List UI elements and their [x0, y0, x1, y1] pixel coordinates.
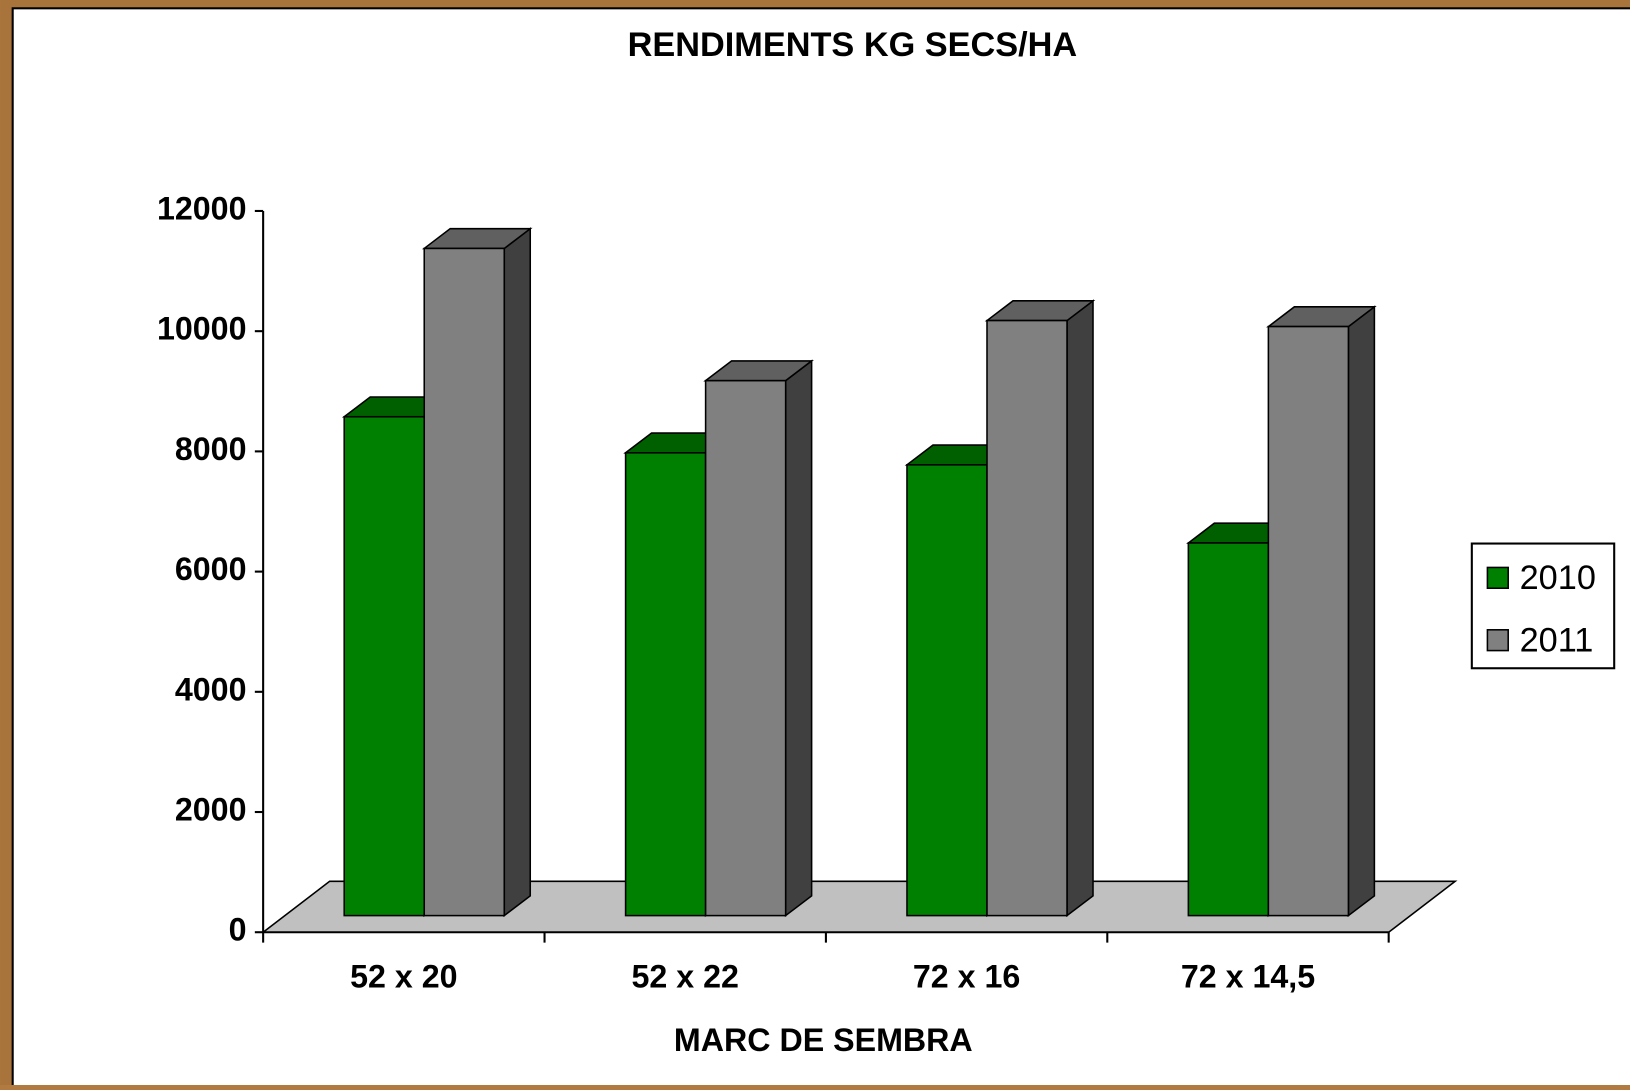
- x-tick-label: 72 x 14,5: [1181, 959, 1315, 995]
- bar: [906, 464, 988, 917]
- y-tick-label: 10000: [157, 311, 247, 347]
- legend-swatch: [1486, 629, 1509, 652]
- bar-side: [1066, 299, 1094, 918]
- bar: [423, 247, 506, 917]
- bar: [704, 379, 787, 917]
- bar-side: [784, 359, 813, 918]
- y-tick-label: 12000: [157, 190, 247, 226]
- legend-label: 2010: [1520, 559, 1596, 597]
- y-tick-label: 6000: [175, 551, 247, 587]
- bar: [343, 415, 426, 917]
- y-tick-label: 8000: [175, 431, 247, 467]
- x-tick-label: 52 x 20: [350, 959, 457, 995]
- bar: [986, 319, 1068, 917]
- x-tick-label: 72 x 16: [913, 959, 1020, 995]
- x-axis-label: MARC DE SEMBRA: [674, 1022, 973, 1058]
- chart-title: RENDIMENTS KG SECS/HA: [628, 26, 1078, 64]
- y-tick-label: 2000: [175, 792, 247, 828]
- bar-side: [1347, 305, 1376, 918]
- bar: [1267, 325, 1350, 917]
- bar: [624, 452, 707, 917]
- y-tick-label: 0: [229, 912, 247, 948]
- bar: [1187, 542, 1270, 917]
- x-tick-label: 52 x 22: [631, 959, 738, 995]
- y-tick-label: 4000: [175, 671, 247, 707]
- legend-swatch: [1486, 566, 1509, 590]
- legend-label: 2011: [1520, 621, 1594, 659]
- bar-side: [503, 227, 532, 918]
